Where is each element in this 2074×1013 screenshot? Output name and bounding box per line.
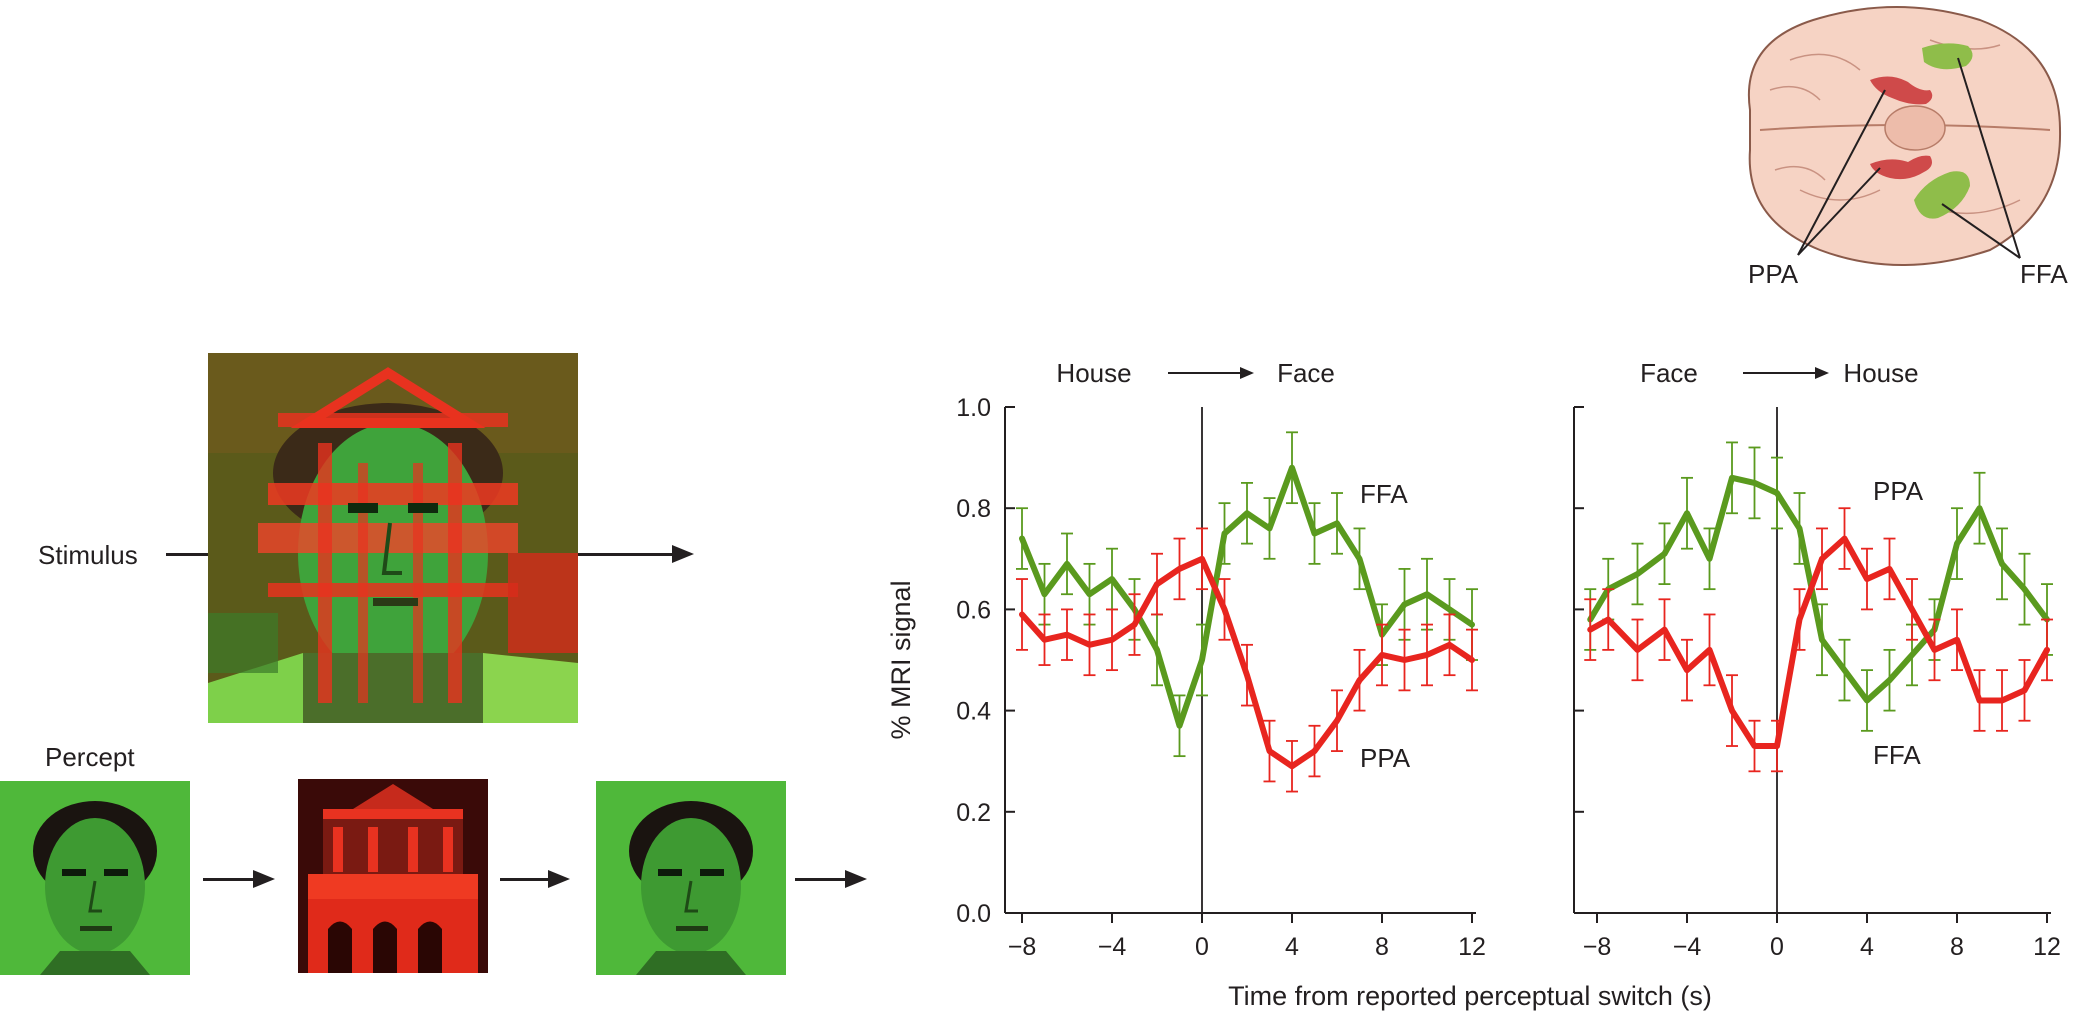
x-tick-label: 12 [2033, 933, 2061, 961]
series-label: FFA [1360, 479, 1408, 509]
x-tick-label: 0 [1770, 933, 1784, 961]
stimulus-image-art [208, 353, 578, 723]
face-art [0, 781, 190, 975]
x-tick-label: 8 [1950, 933, 1964, 961]
percept-arrow-2-head [548, 870, 570, 888]
series-ffa: FFA [1584, 441, 2053, 770]
series-ppa: PPA [1016, 527, 1478, 793]
series-label: FFA [1873, 740, 1921, 770]
percept-arrow-1 [203, 878, 255, 881]
percept-face-image [0, 781, 190, 975]
transition-from-label: Face [1640, 358, 1698, 388]
x-tick-label: 0 [1195, 933, 1209, 961]
brain-inset: PPA FFA [1747, 5, 2068, 289]
y-axis-label: % MRI signal [886, 580, 916, 739]
series-label: PPA [1873, 476, 1924, 506]
ppa-leader-1 [1797, 89, 1886, 256]
percept-face-image-2 [596, 781, 786, 975]
percept-arrow-3-head [845, 870, 867, 888]
ppa-region-upper [1870, 76, 1933, 105]
x-tick-label: −8 [1008, 933, 1037, 961]
y-tick-label: 0.0 [956, 900, 991, 928]
series-line [1019, 464, 1475, 729]
transition-to-label: Face [1277, 358, 1335, 388]
y-tick-label: 0.4 [956, 698, 991, 726]
house-art [298, 779, 488, 973]
ffa-leader-2 [1941, 203, 2021, 259]
ffa-region-lower [1914, 171, 1970, 219]
chart-house-to-face: 0.0 0.2 0.4 0.6 0.8 1.0 −8 −4 0 4 8 12 % MRI signal H… [886, 358, 1486, 961]
percept-label: Percept [45, 742, 135, 772]
series-line [1587, 535, 2050, 750]
series-line [1019, 555, 1475, 770]
series-ppa: PPA [1584, 476, 2053, 773]
y-tick-label: 0.8 [956, 495, 991, 523]
x-tick-label: 4 [1285, 933, 1299, 961]
stimulus-arrow-out-head [672, 545, 694, 563]
x-tick-label: 12 [1458, 933, 1486, 961]
y-tick-label: 0.2 [956, 799, 991, 827]
transition-to-label: House [1843, 358, 1918, 388]
ppa-leader-2 [1797, 167, 1881, 256]
percept-arrow-1-head [253, 870, 275, 888]
transition-arrow-head [1815, 367, 1829, 379]
y-tick-label: 0.6 [956, 596, 991, 624]
series-label: PPA [1360, 743, 1411, 773]
x-tick-label: 4 [1860, 933, 1874, 961]
stimulus-image [208, 353, 578, 723]
percept-house-image [298, 779, 488, 973]
series-ffa: FFA [1016, 431, 1478, 758]
percept-arrow-2 [500, 878, 550, 881]
series-line [1587, 474, 2050, 704]
y-tick-label: 1.0 [956, 394, 991, 422]
ppa-region-lower [1870, 155, 1932, 180]
transition-arrow-head [1240, 367, 1254, 379]
face-art-2 [596, 781, 786, 975]
ppa-label: PPA [1748, 259, 1799, 289]
stimulus-arrow-out [578, 553, 674, 556]
chart-face-to-house: −8 −4 0 4 8 12 Face House FFA PPA [1573, 358, 2061, 961]
x-tick-label: −4 [1098, 933, 1127, 961]
stimulus-arrow-in [166, 553, 210, 556]
x-tick-label: 8 [1375, 933, 1389, 961]
x-tick-label: −8 [1583, 933, 1612, 961]
shared-x-axis-label: Time from reported perceptual switch (s) [1228, 981, 1712, 1011]
ffa-label: FFA [2020, 259, 2068, 289]
stimulus-label: Stimulus [38, 540, 138, 570]
transition-from-label: House [1056, 358, 1131, 388]
x-tick-label: −4 [1673, 933, 1702, 961]
ffa-leader-1 [1957, 57, 2021, 259]
percept-arrow-3 [795, 878, 847, 881]
